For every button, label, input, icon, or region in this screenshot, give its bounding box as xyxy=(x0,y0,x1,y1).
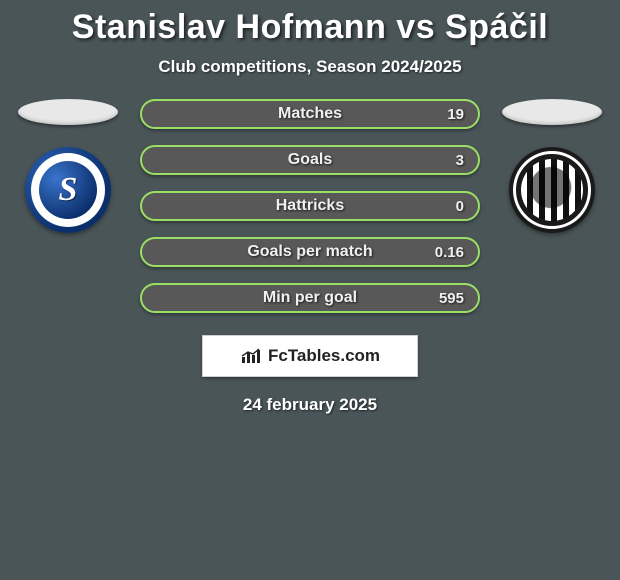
subtitle: Club competitions, Season 2024/2025 xyxy=(0,57,620,77)
bar-chart-icon xyxy=(240,347,262,365)
brand-text: FcTables.com xyxy=(268,346,380,366)
left-side: S xyxy=(14,99,122,233)
stat-value: 19 xyxy=(447,106,464,123)
stat-bar-min-per-goal: Min per goal 595 xyxy=(140,283,480,313)
left-country-ellipse xyxy=(18,99,118,125)
stats-column: Matches 19 Goals 3 Hattricks 0 Goals per… xyxy=(140,99,480,313)
page-title: Stanislav Hofmann vs Spáčil xyxy=(0,8,620,47)
stat-value: 3 xyxy=(456,152,464,169)
stat-label: Hattricks xyxy=(276,197,344,215)
right-badge-lion xyxy=(521,159,583,221)
stat-bar-goals-per-match: Goals per match 0.16 xyxy=(140,237,480,267)
stat-label: Goals xyxy=(288,151,332,169)
right-country-ellipse xyxy=(502,99,602,125)
main-row: S Matches 19 Goals 3 Hattricks 0 Goals p… xyxy=(0,99,620,313)
stat-bar-matches: Matches 19 xyxy=(140,99,480,129)
left-club-badge-icon: S xyxy=(25,147,111,233)
stat-value: 595 xyxy=(439,290,464,307)
comparison-card: Stanislav Hofmann vs Spáčil Club competi… xyxy=(0,0,620,415)
stat-bar-hattricks: Hattricks 0 xyxy=(140,191,480,221)
left-badge-letter: S xyxy=(59,171,78,209)
stat-value: 0.16 xyxy=(435,244,464,261)
stat-bar-goals: Goals 3 xyxy=(140,145,480,175)
stat-label: Matches xyxy=(278,105,342,123)
brand-box[interactable]: FcTables.com xyxy=(202,335,418,377)
stat-value: 0 xyxy=(456,198,464,215)
right-side xyxy=(498,99,606,233)
right-badge-stripes xyxy=(521,159,583,221)
date-label: 24 february 2025 xyxy=(0,395,620,415)
stat-label: Min per goal xyxy=(263,289,357,307)
right-club-badge-icon xyxy=(509,147,595,233)
stat-label: Goals per match xyxy=(247,243,372,261)
